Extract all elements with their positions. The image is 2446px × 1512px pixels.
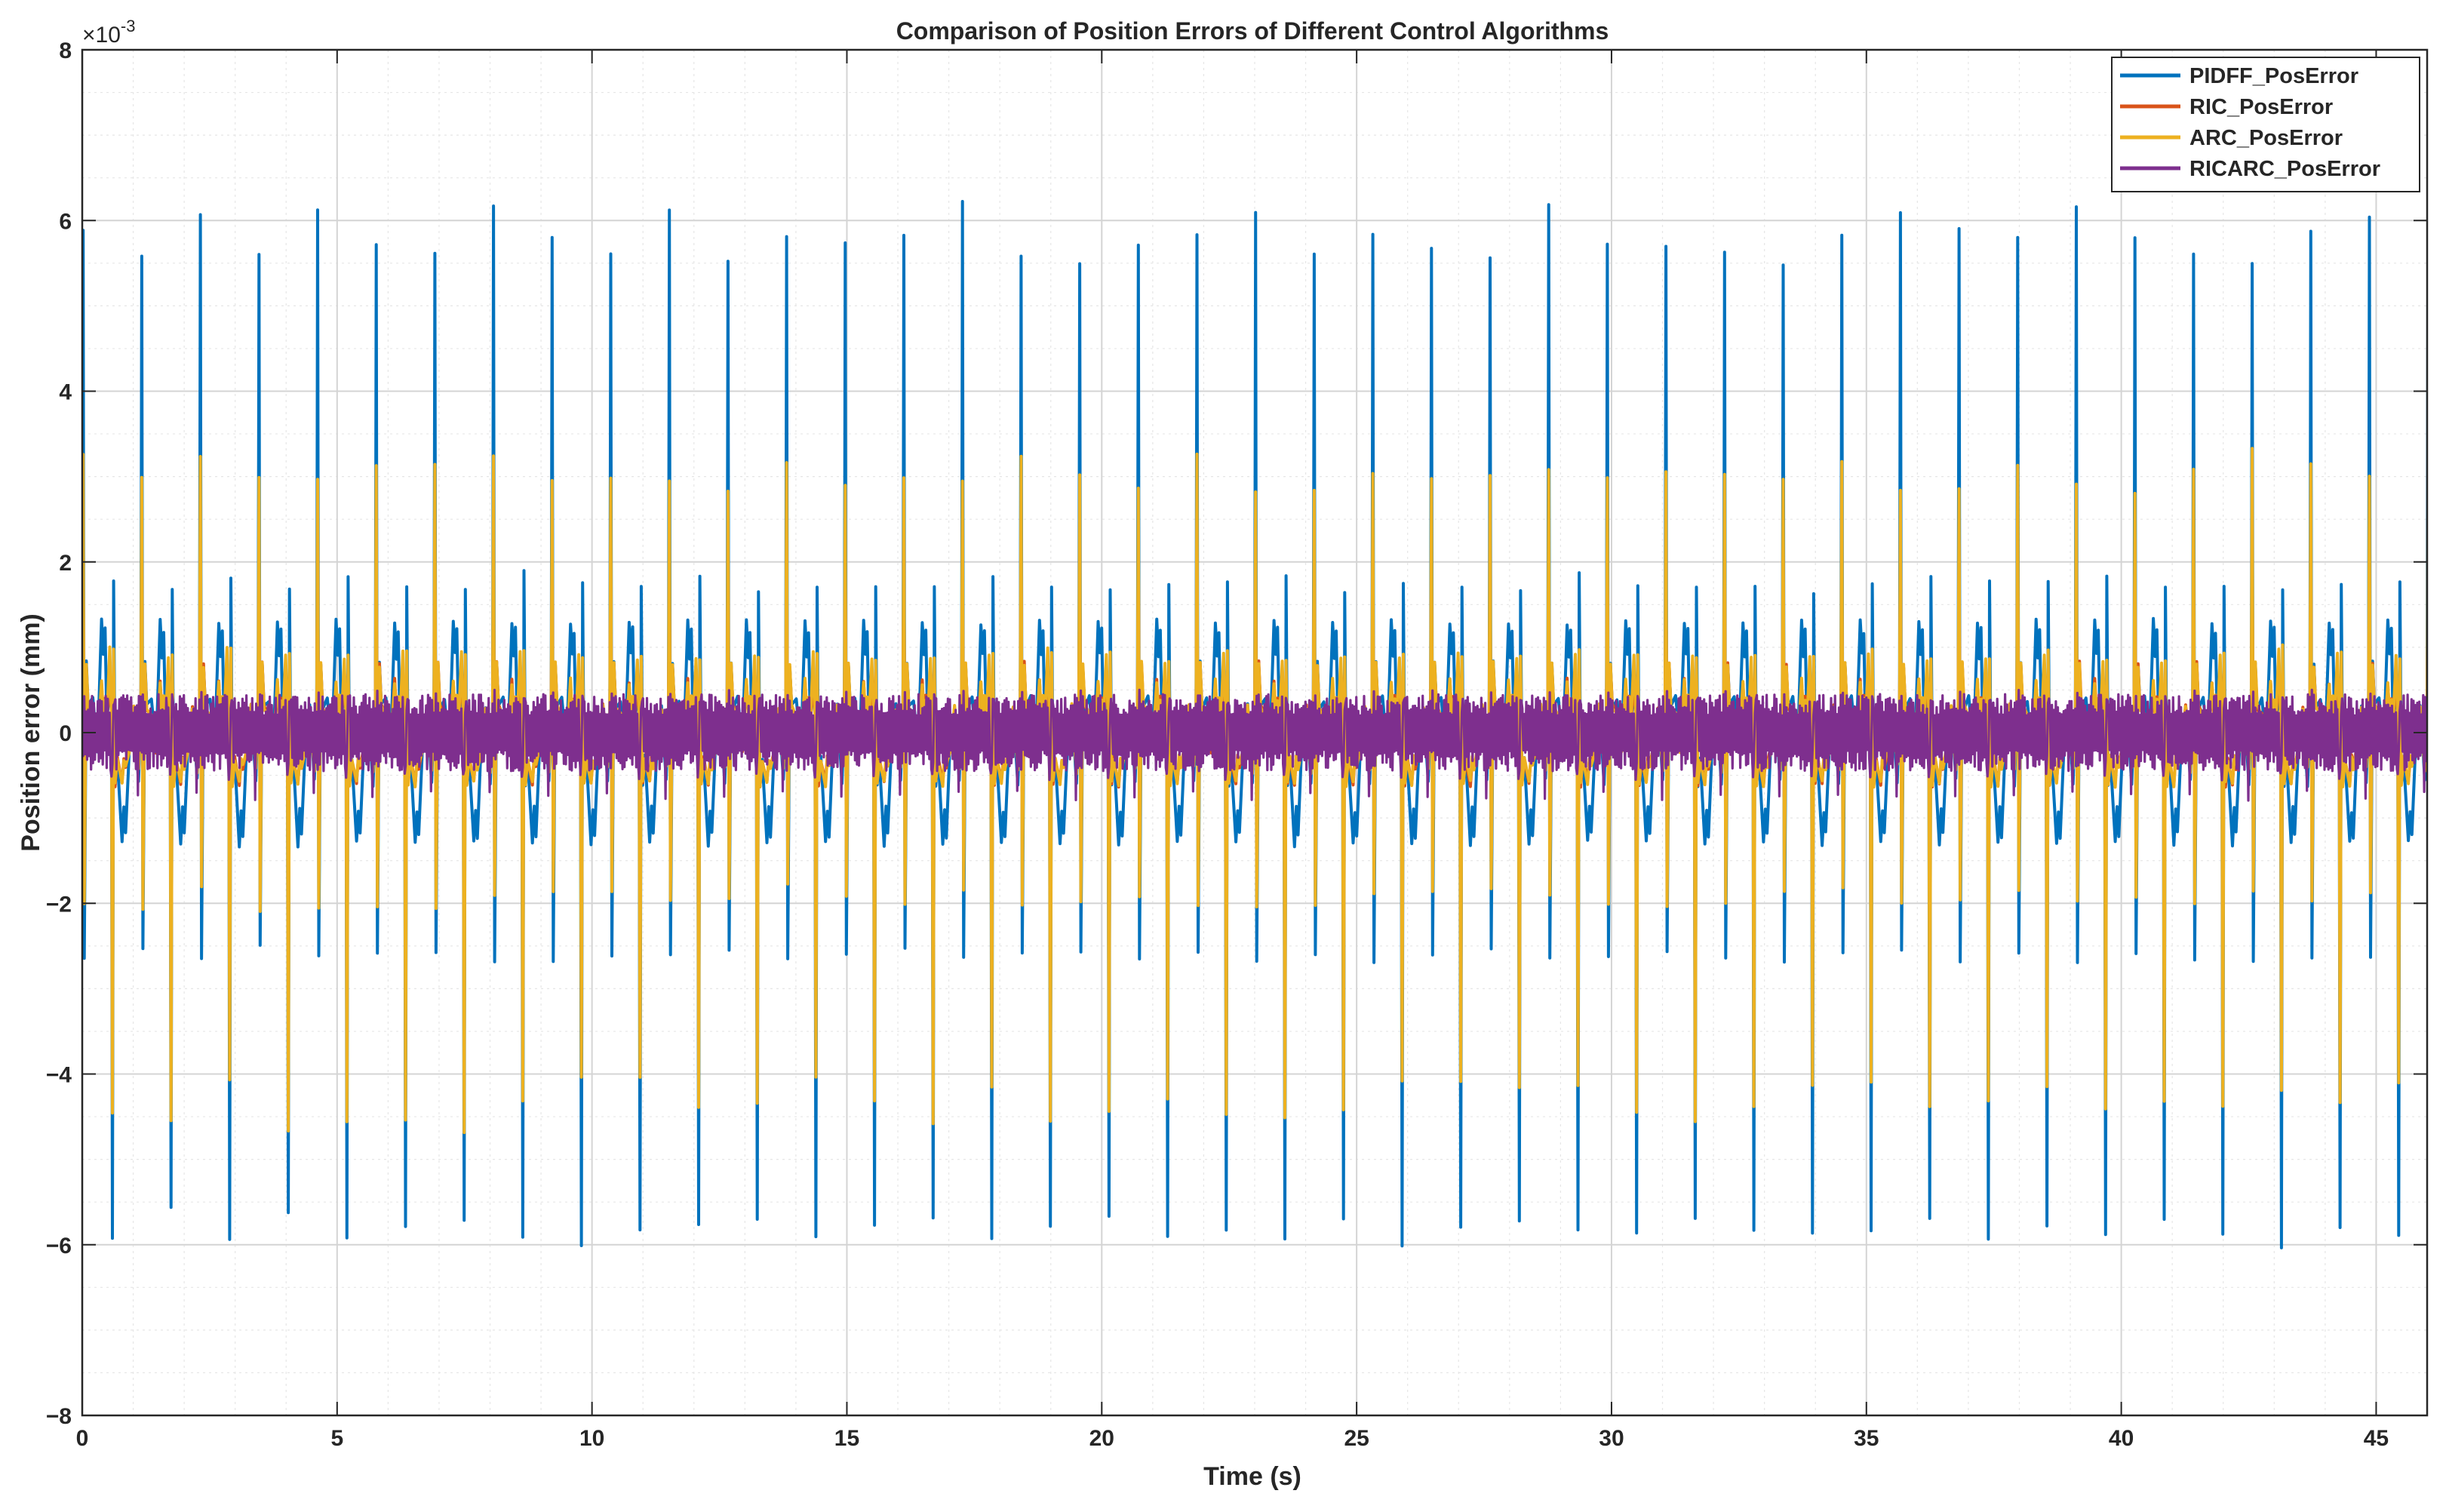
- series-line-ricarc-poserror: [82, 688, 2427, 802]
- x-axis-title: Time (s): [1203, 1462, 1301, 1491]
- x-tick-label: 5: [330, 1426, 343, 1451]
- series-layer: [82, 200, 2427, 1249]
- y-tick-label: −6: [46, 1234, 72, 1258]
- x-tick-label: 20: [1089, 1426, 1114, 1451]
- x-tick-label: 25: [1344, 1426, 1369, 1451]
- legend-entry-label: ARC_PosError: [2189, 126, 2343, 150]
- y-tick-label: 8: [59, 38, 72, 63]
- legend: PIDFF_PosError RIC_PosError ARC_PosError RI…: [2111, 57, 2420, 192]
- svg-text:×10-3: ×10-3: [82, 17, 135, 48]
- y-tick-label: 4: [59, 380, 72, 405]
- legend-entry-label: RICARC_PosError: [2189, 157, 2380, 181]
- x-tick-label: 10: [579, 1426, 604, 1451]
- y-axis-title: Position error (mm): [17, 613, 45, 851]
- x-tick-labels: 0 5 10 15 20 25 30 35 40 45: [76, 1426, 2389, 1451]
- y-tick-label: −2: [46, 892, 72, 917]
- y-exponent-power: -3: [121, 17, 136, 35]
- x-tick-label: 40: [2109, 1426, 2134, 1451]
- y-tick-label: 0: [59, 721, 72, 746]
- axis-ticks: [81, 49, 2427, 1416]
- y-tick-labels: −8 −6 −4 −2 0 2 4 6 8: [46, 38, 72, 1429]
- y-exponent-label: ×10-3: [82, 17, 135, 48]
- y-exponent-base: ×10: [82, 23, 121, 48]
- chart-title: Comparison of Position Errors of Differe…: [896, 17, 1609, 45]
- x-tick-label: 15: [834, 1426, 859, 1451]
- y-tick-label: −4: [46, 1063, 72, 1088]
- y-tick-label: 6: [59, 209, 72, 234]
- x-tick-label: 0: [76, 1426, 89, 1451]
- y-tick-label: −8: [46, 1404, 72, 1429]
- legend-entry-label: RIC_PosError: [2189, 95, 2333, 119]
- x-tick-label: 45: [2364, 1426, 2389, 1451]
- y-tick-label: 2: [59, 551, 72, 576]
- x-tick-label: 30: [1599, 1426, 1624, 1451]
- x-tick-label: 35: [1854, 1426, 1879, 1451]
- legend-entry-label: PIDFF_PosError: [2189, 64, 2358, 88]
